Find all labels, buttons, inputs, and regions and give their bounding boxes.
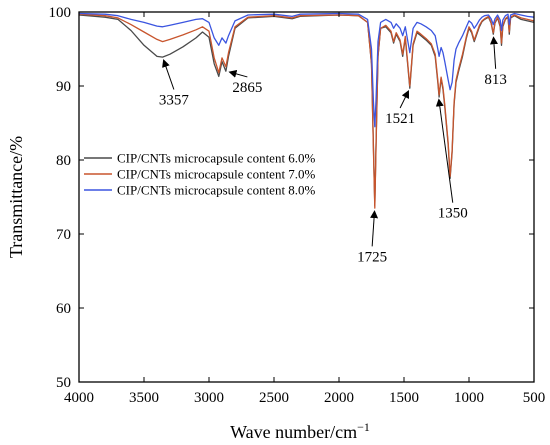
x-axis: 4000 3500 3000 2500 2000 1500 1000 500 — [64, 12, 545, 406]
x-tick-label: 3000 — [194, 390, 224, 406]
x-tick-label: 4000 — [64, 390, 94, 406]
legend-label: CIP/CNTs microcapsule content 6.0% — [117, 151, 316, 166]
annotation-arrow — [370, 210, 379, 247]
x-tick-label: 1000 — [454, 390, 484, 406]
annotation-label: 3357 — [159, 93, 190, 109]
annotation-arrow — [399, 90, 410, 109]
plot-frame — [78, 11, 535, 383]
annotation-arrow — [228, 69, 248, 78]
annotation-label: 1350 — [438, 206, 468, 222]
y-axis: 50 60 70 80 90 100 — [49, 5, 534, 391]
series-layer — [79, 12, 534, 209]
y-tick-label: 80 — [56, 153, 71, 169]
annotation-label: 1521 — [385, 111, 415, 127]
annotation-layer: 3357 2865 1725 1521 1350 813 — [159, 36, 507, 265]
annotation-label: 1725 — [357, 249, 387, 265]
x-tick-label: 2000 — [324, 390, 354, 406]
annotation-arrow — [435, 98, 454, 203]
legend-label: CIP/CNTs microcapsule content 7.0% — [117, 167, 316, 182]
x-tick-label: 2500 — [259, 390, 289, 406]
annotation-label: 813 — [484, 72, 507, 88]
y-tick-label: 90 — [56, 79, 71, 95]
series-line-3 — [79, 12, 534, 128]
x-tick-label: 500 — [523, 390, 546, 406]
annotation-label: 2865 — [232, 80, 262, 96]
legend: CIP/CNTs microcapsule content 6.0%CIP/CN… — [84, 151, 316, 198]
series-line-2 — [79, 13, 534, 209]
y-tick-label: 70 — [56, 227, 71, 243]
y-tick-label: 60 — [56, 301, 71, 317]
legend-label: CIP/CNTs microcapsule content 8.0% — [117, 183, 316, 198]
x-axis-title: Wave number/cm−1 — [230, 420, 370, 442]
y-tick-label: 100 — [49, 5, 72, 21]
y-axis-title: Transmittance/% — [6, 136, 26, 258]
annotation-arrow — [162, 59, 175, 90]
x-tick-label: 3500 — [129, 390, 159, 406]
x-tick-label: 1500 — [389, 390, 419, 406]
annotation-arrow — [489, 36, 498, 69]
y-tick-label: 50 — [56, 375, 71, 391]
